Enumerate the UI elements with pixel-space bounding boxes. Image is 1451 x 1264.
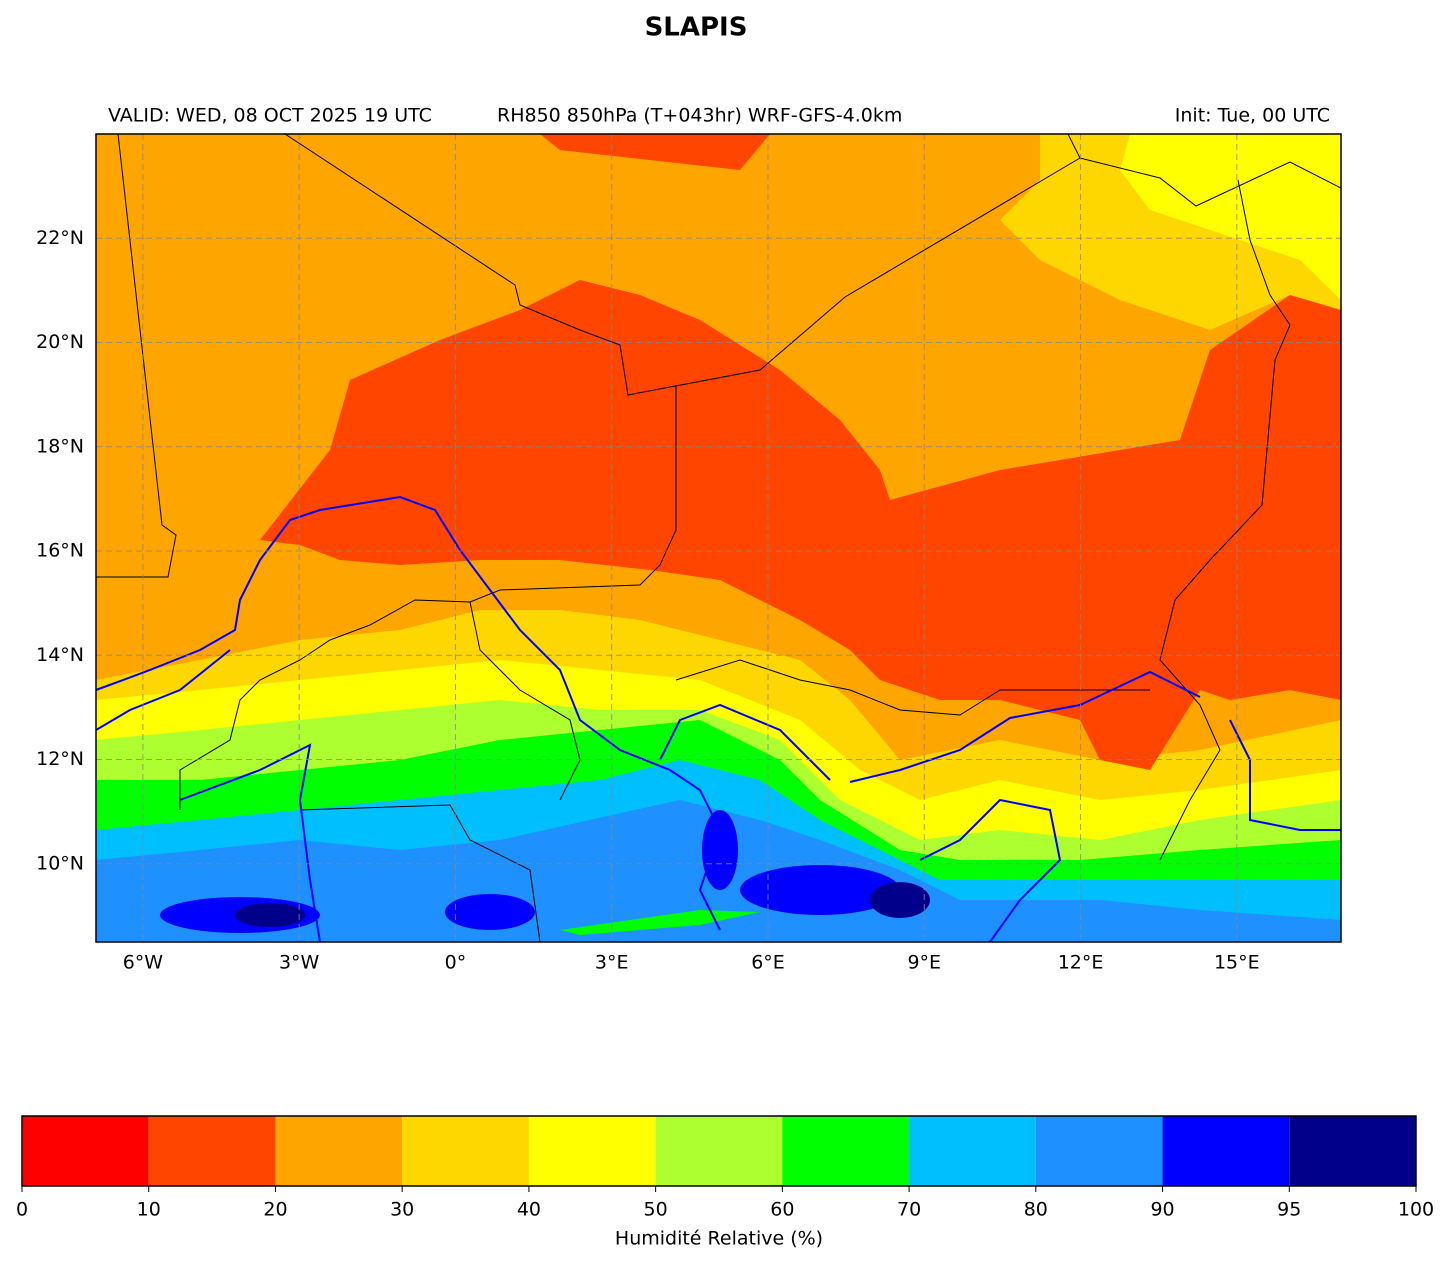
- init-time: Init: Tue, 00 UTC: [1175, 105, 1330, 127]
- colorbar-segment: [1289, 1116, 1416, 1186]
- colorbar-tick-label: 95: [1277, 1199, 1301, 1221]
- field-area: [445, 894, 535, 930]
- colorbar-segment: [528, 1116, 656, 1186]
- colorbar-segment: [22, 1116, 149, 1186]
- colorbar-tick-label: 10: [137, 1199, 161, 1221]
- y-tick-label: 16°N: [36, 540, 84, 562]
- field-area: [560, 910, 760, 935]
- y-tick-label: 20°N: [36, 331, 84, 353]
- title: SLAPIS: [645, 13, 748, 43]
- y-tick-label: 14°N: [36, 644, 84, 666]
- valid-time: VALID: WED, 08 OCT 2025 19 UTC: [108, 105, 432, 127]
- x-tick-label: 6°W: [123, 952, 164, 974]
- x-tick-label: 9°E: [907, 952, 941, 974]
- colorbar-tick-label: 90: [1150, 1199, 1174, 1221]
- field-area: [235, 903, 305, 927]
- grid: [96, 134, 1341, 942]
- colorbar-tick-label: 50: [644, 1199, 668, 1221]
- field: [96, 134, 1341, 942]
- colorbar-segment: [909, 1116, 1036, 1186]
- field-area: [870, 882, 930, 918]
- colorbar-segment: [402, 1116, 529, 1186]
- field-area: [260, 280, 1341, 770]
- x-tick-label: 3°W: [279, 952, 320, 974]
- x-tick-label: 15°E: [1214, 952, 1260, 974]
- y-tick-label: 10°N: [36, 852, 84, 874]
- colorbar: 0 10 20 30 40 50 60 70 80 90 95 100: [16, 1115, 1434, 1221]
- colorbar-tick-label: 30: [390, 1199, 414, 1221]
- colorbar-segment: [275, 1116, 403, 1186]
- colorbar-frame: [21, 1115, 1417, 1187]
- y-tick-label: 22°N: [36, 227, 84, 249]
- colorbar-tick-label: 70: [897, 1199, 921, 1221]
- x-tick-label: 0°: [445, 952, 467, 974]
- x-tick-label: 12°E: [1058, 952, 1104, 974]
- colorbar-segment: [1035, 1116, 1163, 1186]
- colorbar-segment: [1162, 1116, 1290, 1186]
- country-border: [96, 134, 1341, 942]
- colorbar-label: Humidité Relative (%): [615, 1228, 823, 1250]
- colorbar-segment: [655, 1116, 783, 1186]
- x-tick-label: 3°E: [595, 952, 629, 974]
- y-tick-label: 12°N: [36, 748, 84, 770]
- river: [96, 495, 1341, 942]
- colorbar-tick-label: 80: [1024, 1199, 1048, 1221]
- colorbar-segment: [148, 1116, 276, 1186]
- x-tick-label: 6°E: [751, 952, 785, 974]
- colorbar-tick-label: 20: [263, 1199, 287, 1221]
- field-area: [540, 134, 770, 170]
- colorbar-tick-label: 60: [770, 1199, 794, 1221]
- map-frame: [95, 133, 1342, 943]
- colorbar-tick-label: 40: [517, 1199, 541, 1221]
- colorbar-tick-label: 0: [16, 1199, 28, 1221]
- field-area: [740, 865, 900, 915]
- y-tick-label: 18°N: [36, 435, 84, 457]
- field-area: [1120, 134, 1341, 300]
- field-area: [702, 810, 738, 890]
- colorbar-segment: [782, 1116, 910, 1186]
- colorbar-tick-label: 100: [1398, 1199, 1434, 1221]
- product: RH850 850hPa (T+043hr) WRF-GFS-4.0km: [497, 105, 902, 127]
